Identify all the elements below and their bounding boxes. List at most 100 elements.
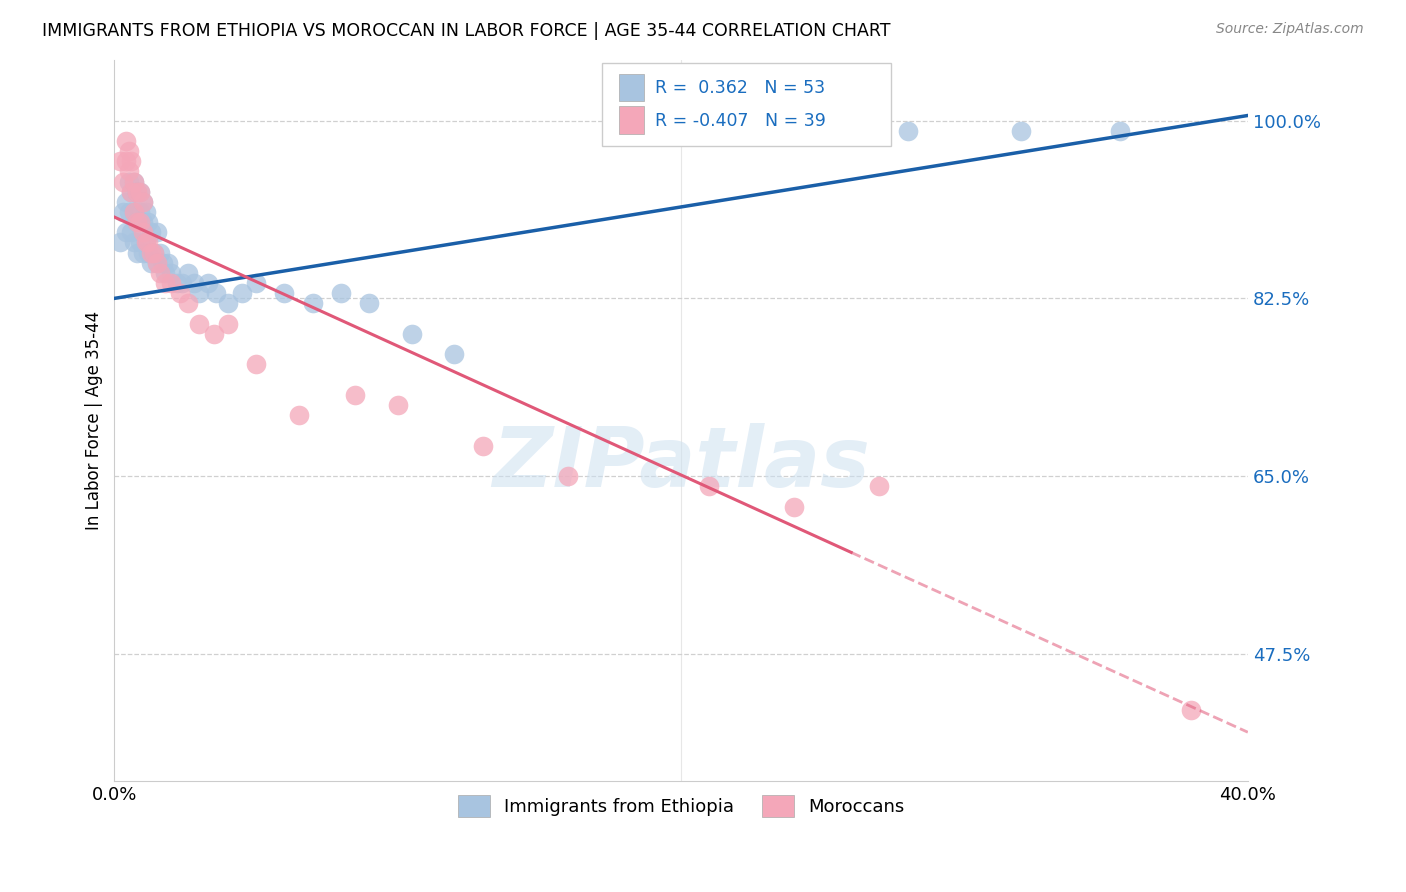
Point [783,500,806,514]
Point [217,317,239,331]
Point [114,194,136,209]
Point [287,408,309,422]
Point [557,469,579,483]
Point [125,215,148,229]
Point [114,134,136,148]
Point [132,194,155,209]
Point [129,185,152,199]
Point [117,175,139,189]
Point [132,215,155,229]
Legend: Immigrants from Ethiopia, Moroccans: Immigrants from Ethiopia, Moroccans [449,786,914,826]
Point [166,276,188,290]
Point [117,144,139,158]
Point [188,317,211,331]
Point [245,276,267,290]
Point [231,286,253,301]
Point [125,185,148,199]
Text: ZIPatlas: ZIPatlas [492,423,870,504]
Point [188,286,211,301]
Text: R = -0.407   N = 39: R = -0.407 N = 39 [655,112,825,130]
Point [359,296,381,310]
Point [330,286,353,301]
Point [157,256,180,270]
Point [111,175,134,189]
Point [125,215,148,229]
Y-axis label: In Labor Force | Age 35-44: In Labor Force | Age 35-44 [86,310,103,530]
Point [129,185,152,199]
Point [152,256,174,270]
Point [141,225,163,239]
Point [138,235,160,250]
Point [138,245,160,260]
Point [141,256,163,270]
Point [160,276,183,290]
Text: Source: ZipAtlas.com: Source: ZipAtlas.com [1216,22,1364,37]
Point [114,225,136,239]
Point [122,175,145,189]
Point [273,286,295,301]
Point [344,388,367,402]
Point [177,266,200,280]
Point [869,479,891,493]
Point [387,398,409,412]
Point [169,286,191,301]
Point [205,286,228,301]
Point [183,276,205,290]
Point [149,266,172,280]
Point [117,205,139,219]
Point [160,266,183,280]
Point [117,164,139,178]
Point [120,154,142,169]
Point [111,205,134,219]
Point [120,185,142,199]
Point [897,124,920,138]
Point [120,225,142,239]
Point [122,235,145,250]
Point [1109,124,1132,138]
Point [143,245,166,260]
Point [125,245,148,260]
Point [177,296,200,310]
Point [471,439,494,453]
Point [125,185,148,199]
Text: IMMIGRANTS FROM ETHIOPIA VS MOROCCAN IN LABOR FORCE | AGE 35-44 CORRELATION CHAR: IMMIGRANTS FROM ETHIOPIA VS MOROCCAN IN … [42,22,890,40]
Point [141,245,163,260]
Point [146,225,169,239]
Point [120,185,142,199]
Point [114,154,136,169]
Point [122,175,145,189]
Point [129,215,152,229]
Point [155,266,177,280]
Point [401,326,423,341]
Point [122,205,145,219]
Point [443,347,465,361]
Point [122,205,145,219]
Point [1180,703,1202,717]
Point [245,358,267,372]
FancyBboxPatch shape [602,63,891,146]
Point [172,276,194,290]
Point [129,235,152,250]
Point [135,205,157,219]
Point [143,245,166,260]
Point [138,215,160,229]
Point [146,256,169,270]
Bar [619,106,644,134]
Point [135,235,157,250]
Text: R =  0.362   N = 53: R = 0.362 N = 53 [655,78,825,96]
Point [108,235,131,250]
Point [1010,124,1032,138]
Point [699,479,721,493]
Point [132,194,155,209]
Point [149,245,172,260]
Point [135,235,157,250]
Point [132,225,155,239]
Bar [619,74,644,102]
Point [197,276,219,290]
Point [217,296,239,310]
Point [155,276,177,290]
Point [129,205,152,219]
Point [146,256,169,270]
Point [301,296,323,310]
Point [108,154,131,169]
